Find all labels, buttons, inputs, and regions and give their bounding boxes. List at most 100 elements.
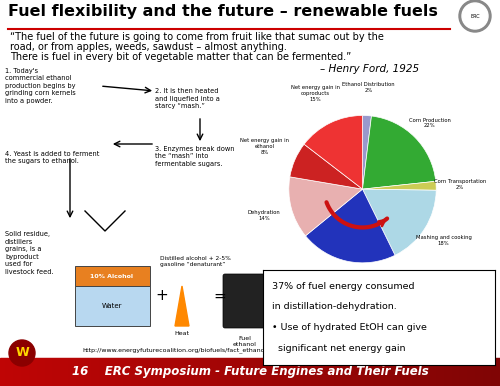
Bar — [302, 358, 303, 386]
Bar — [235, 358, 236, 386]
Bar — [50, 358, 51, 386]
Bar — [164, 358, 165, 386]
Bar — [139, 358, 140, 386]
Bar — [421, 358, 422, 386]
Text: W: W — [15, 347, 29, 359]
Bar — [354, 358, 355, 386]
Bar — [149, 358, 150, 386]
Bar — [3, 358, 4, 386]
Bar — [225, 358, 226, 386]
Bar — [49, 358, 50, 386]
Bar — [28, 358, 29, 386]
Bar — [247, 358, 248, 386]
Bar — [416, 358, 417, 386]
Bar — [5, 358, 6, 386]
Bar — [97, 358, 98, 386]
Bar — [76, 358, 77, 386]
Bar — [222, 358, 223, 386]
Bar — [377, 358, 378, 386]
Bar — [287, 358, 288, 386]
Text: Net energy gain in
coproducts
15%: Net energy gain in coproducts 15% — [291, 85, 340, 102]
Text: Net energy gain in
ethanol
8%: Net energy gain in ethanol 8% — [240, 138, 289, 155]
Bar — [261, 358, 262, 386]
Wedge shape — [304, 115, 362, 189]
Bar — [4, 358, 5, 386]
Bar — [103, 358, 104, 386]
Bar — [105, 358, 106, 386]
Bar — [306, 358, 307, 386]
Bar — [371, 358, 372, 386]
Bar — [249, 358, 250, 386]
Bar — [304, 358, 305, 386]
Bar — [215, 358, 216, 386]
Bar — [242, 358, 243, 386]
Bar — [211, 358, 212, 386]
Bar — [345, 358, 346, 386]
Bar — [494, 358, 495, 386]
Bar — [297, 358, 298, 386]
Bar — [142, 358, 143, 386]
Bar — [273, 358, 274, 386]
Bar — [73, 358, 74, 386]
FancyBboxPatch shape — [223, 274, 267, 328]
Bar — [129, 358, 130, 386]
Bar — [68, 358, 69, 386]
Bar — [425, 358, 426, 386]
Bar — [417, 358, 418, 386]
Bar — [264, 358, 265, 386]
Bar — [116, 358, 117, 386]
Bar — [280, 358, 281, 386]
Polygon shape — [175, 286, 189, 326]
Bar — [316, 358, 317, 386]
Bar — [332, 358, 333, 386]
Bar — [275, 358, 276, 386]
Bar — [329, 358, 330, 386]
Bar — [282, 358, 283, 386]
Bar — [223, 358, 224, 386]
Bar — [239, 358, 240, 386]
Bar — [135, 358, 136, 386]
Bar — [23, 358, 24, 386]
Bar — [40, 358, 41, 386]
Bar — [137, 358, 138, 386]
Bar — [363, 358, 364, 386]
Bar — [199, 358, 200, 386]
Bar — [337, 358, 338, 386]
Bar — [15, 358, 16, 386]
Bar — [16, 358, 17, 386]
Bar — [14, 358, 15, 386]
Bar — [444, 358, 445, 386]
Text: 2. It is then heated
and liquefied into a
starcy “mash.”: 2. It is then heated and liquefied into … — [155, 88, 220, 109]
Bar — [457, 358, 458, 386]
Bar — [104, 358, 105, 386]
Bar — [19, 358, 20, 386]
Bar — [298, 358, 299, 386]
Bar — [75, 358, 76, 386]
Bar — [286, 358, 287, 386]
Bar — [258, 358, 259, 386]
Bar — [123, 358, 124, 386]
Bar — [393, 358, 394, 386]
Bar — [382, 358, 383, 386]
Bar — [348, 358, 349, 386]
Bar — [268, 358, 269, 386]
Bar — [499, 358, 500, 386]
Bar — [1, 358, 2, 386]
Bar — [87, 358, 88, 386]
Bar — [451, 358, 452, 386]
Bar — [216, 358, 217, 386]
Bar — [358, 358, 359, 386]
Bar — [452, 358, 453, 386]
Bar — [300, 358, 301, 386]
Bar — [83, 358, 84, 386]
Bar — [95, 358, 96, 386]
Bar — [13, 358, 14, 386]
Bar — [454, 358, 455, 386]
Bar — [386, 358, 387, 386]
Bar — [24, 358, 25, 386]
Bar — [245, 358, 246, 386]
Bar — [344, 358, 345, 386]
Bar — [397, 358, 398, 386]
Bar — [476, 358, 477, 386]
Bar — [251, 358, 252, 386]
